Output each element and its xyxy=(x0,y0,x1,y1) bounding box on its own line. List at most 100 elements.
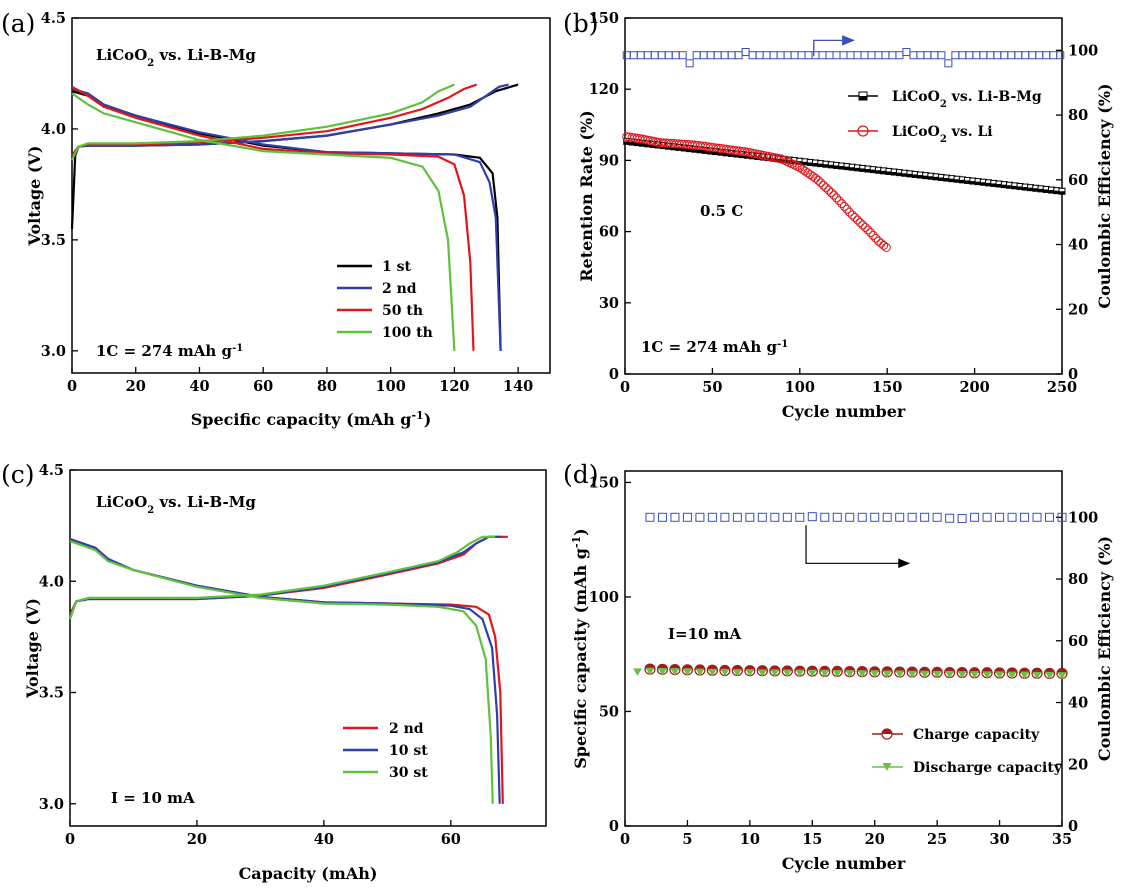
b-series-2-point xyxy=(839,51,848,60)
d-ce-point xyxy=(782,512,792,522)
d-legend-marker-0-fill xyxy=(882,729,892,734)
b-series-0-point-fill xyxy=(649,144,656,148)
b-series-1-point xyxy=(837,199,847,209)
b-series-1-point xyxy=(845,207,855,217)
b-series-0-point-fill xyxy=(880,170,887,174)
b-series-0-point-fill xyxy=(786,160,793,164)
d-discharge-point xyxy=(1007,671,1017,680)
d-discharge-point xyxy=(920,670,930,679)
b-series-2-point xyxy=(769,51,778,60)
c-legend-label-2: 30 st xyxy=(389,765,428,781)
a-ytick-label-0: 3.0 xyxy=(41,343,66,360)
panel-b-letter: (b) xyxy=(563,9,599,38)
d-ce-point xyxy=(970,512,980,522)
b-series-2-point xyxy=(916,51,925,60)
d-ce-point xyxy=(857,512,867,522)
b-series-2-point xyxy=(804,51,813,60)
d-discharge-point xyxy=(707,668,717,677)
d-ce-point xyxy=(807,512,817,522)
d-ce-point xyxy=(932,512,942,522)
b-series-0-point-fill xyxy=(990,183,997,187)
b-series-0-point-fill xyxy=(623,141,630,145)
d-annot-current: I=10 mA xyxy=(668,625,742,643)
d-ce-point xyxy=(1020,512,1030,522)
b-series-2-point xyxy=(748,51,757,60)
b-series-0-point-fill xyxy=(854,167,861,171)
b-y2tick-label-1: 20 xyxy=(1068,301,1088,318)
d-discharge-point xyxy=(932,670,942,679)
a-series-3-discharge-line xyxy=(71,92,456,351)
d-ce-point xyxy=(957,514,967,524)
b-series-0-point-fill xyxy=(954,179,961,183)
d-discharge-point xyxy=(1032,671,1042,680)
b-series-0-point-fill xyxy=(917,175,924,179)
b-y2label: Coulombic Efficiency (%) xyxy=(1095,83,1114,308)
b-series-0-point-fill xyxy=(980,182,987,186)
b-legend-label-1-part-2: vs. Li xyxy=(947,124,993,140)
c-ytick-label-0: 3.0 xyxy=(39,796,64,813)
b-series-0-point-fill xyxy=(644,143,651,147)
b-series-0-point-fill xyxy=(733,154,740,158)
b-ytick-label-3: 90 xyxy=(599,152,619,169)
b-series-0-point-fill xyxy=(959,179,966,183)
b-series-2-point xyxy=(699,51,708,60)
d-ce-point xyxy=(645,512,655,522)
b-series-2-point xyxy=(902,47,911,56)
b-series-0-point-fill xyxy=(1043,189,1050,193)
b-series-2-point xyxy=(636,51,645,60)
a-xtick-label-4: 80 xyxy=(317,378,337,395)
d-ce-point xyxy=(720,512,730,522)
c-xtick-label-3: 60 xyxy=(441,831,461,848)
d-ce-point xyxy=(907,512,917,522)
b-series-2-point xyxy=(867,51,876,60)
b-series-2-point xyxy=(643,51,652,60)
d-arrow xyxy=(805,525,911,569)
b-series-0-point-fill xyxy=(681,148,688,152)
c-ytick-label-1: 3.5 xyxy=(39,685,64,702)
b-series-2-point xyxy=(629,51,638,60)
b-series-0-point-fill xyxy=(781,159,788,163)
b-series-1-point xyxy=(855,217,865,227)
b-series-1-point xyxy=(826,188,836,198)
b-series-2-point xyxy=(762,51,771,60)
b-series-2-point xyxy=(825,51,834,60)
b-series-0-point-fill xyxy=(859,168,866,172)
c-xtick-label-2: 40 xyxy=(314,831,334,848)
b-arrow xyxy=(813,35,856,57)
b-annot-rate-part-0: 0.5 C xyxy=(700,202,743,220)
b-series-2-point xyxy=(797,51,806,60)
d-discharge-point xyxy=(670,668,680,676)
d-y2tick-label-3: 60 xyxy=(1068,633,1088,650)
b-series-0-point-fill xyxy=(676,147,683,151)
a-legend-label-1: 2 nd xyxy=(382,281,417,297)
d-y2tick-label-1: 20 xyxy=(1068,756,1088,773)
b-annot-crate-part-1: -1 xyxy=(777,339,788,350)
b-series-2-point xyxy=(972,51,981,60)
b-series-1-point xyxy=(852,215,862,225)
d-ce-point xyxy=(995,512,1005,522)
c-annot-title-part-0: LiCoO xyxy=(96,493,147,511)
b-ytick-label-1: 30 xyxy=(599,295,619,312)
d-plot-frame xyxy=(624,470,1063,827)
panel-c-letter: (c) xyxy=(1,460,35,489)
b-legend-label-1-part-1: 2 xyxy=(940,134,947,145)
d-discharge-point xyxy=(695,668,705,677)
b-series-0-point-fill xyxy=(739,154,746,158)
d-xtick-label-4: 20 xyxy=(865,831,885,848)
d-discharge-point xyxy=(782,669,792,678)
d-discharge-point xyxy=(882,670,892,678)
a-series-0-discharge-line xyxy=(71,90,502,351)
b-series-0-point-fill xyxy=(849,167,856,171)
d-annot-current-part-0: I=10 mA xyxy=(668,625,742,643)
b-annot-crate-part-0: 1C = 274 mAh g xyxy=(641,338,778,356)
b-series-2-point xyxy=(1028,51,1037,60)
d-xtick-label-1: 5 xyxy=(682,831,692,848)
b-series-1-point xyxy=(860,222,870,232)
a-ytick-label-3: 4.5 xyxy=(41,10,66,27)
b-series-2-point xyxy=(937,51,946,60)
b-series-1-point xyxy=(858,220,868,230)
b-series-0-point-fill xyxy=(1032,188,1039,192)
c-xtick-label-0: 0 xyxy=(65,831,75,848)
b-y2tick-label-0: 0 xyxy=(1068,366,1078,383)
